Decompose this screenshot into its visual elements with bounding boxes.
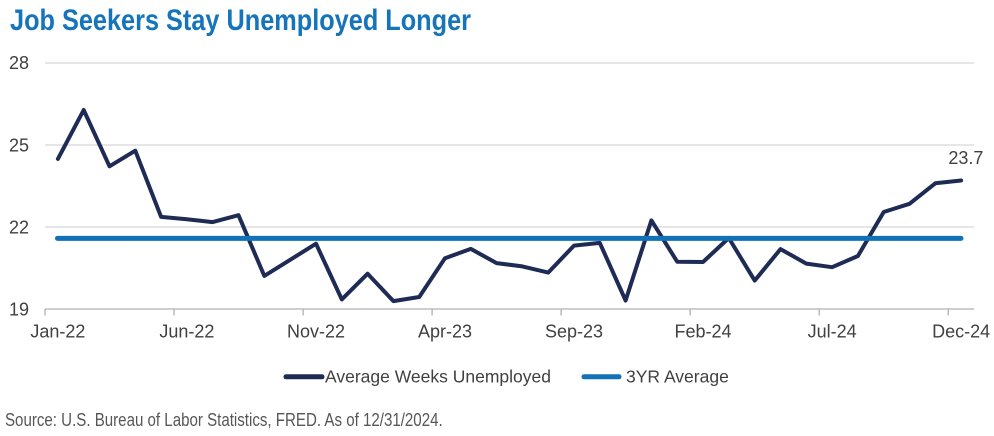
svg-text:28: 28 (9, 53, 29, 73)
svg-text:Jan-22: Jan-22 (30, 322, 85, 342)
svg-text:Apr-23: Apr-23 (418, 322, 472, 342)
svg-text:25: 25 (9, 136, 29, 156)
svg-text:Average Weeks Unemployed: Average Weeks Unemployed (325, 367, 551, 387)
svg-text:Sep-23: Sep-23 (545, 322, 603, 342)
svg-text:Feb-24: Feb-24 (674, 322, 731, 342)
svg-text:Nov-22: Nov-22 (287, 322, 345, 342)
svg-text:Jun-22: Jun-22 (159, 322, 214, 342)
svg-text:Dec-24: Dec-24 (932, 322, 990, 342)
svg-text:19: 19 (9, 300, 29, 320)
svg-text:23.7: 23.7 (948, 148, 983, 168)
svg-text:Jul-24: Jul-24 (808, 322, 857, 342)
svg-text:3YR Average: 3YR Average (626, 367, 729, 387)
svg-text:22: 22 (9, 218, 29, 238)
